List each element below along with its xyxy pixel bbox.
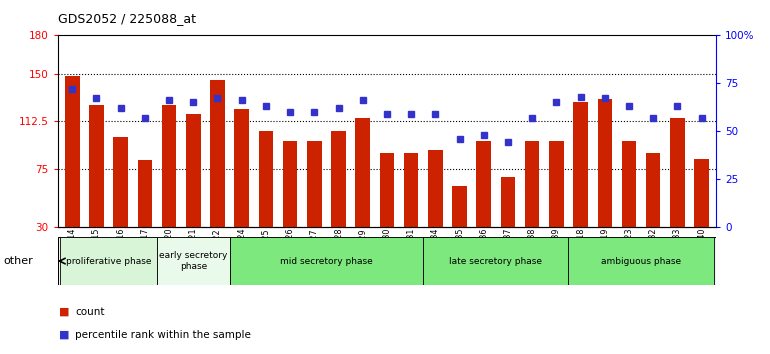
Text: percentile rank within the sample: percentile rank within the sample <box>75 330 251 339</box>
Bar <box>380 153 394 265</box>
FancyBboxPatch shape <box>568 237 714 285</box>
Bar <box>356 118 370 265</box>
FancyBboxPatch shape <box>60 237 157 285</box>
FancyBboxPatch shape <box>424 237 568 285</box>
Bar <box>646 153 661 265</box>
Bar <box>428 150 443 265</box>
Text: ■: ■ <box>59 330 70 339</box>
Bar <box>525 141 540 265</box>
Bar <box>452 186 467 265</box>
FancyBboxPatch shape <box>229 237 424 285</box>
Bar <box>113 137 128 265</box>
Text: mid secretory phase: mid secretory phase <box>280 257 373 266</box>
Bar <box>307 141 322 265</box>
Text: early secretory
phase: early secretory phase <box>159 251 227 271</box>
Bar <box>670 118 685 265</box>
Bar <box>259 131 273 265</box>
Bar <box>65 76 79 265</box>
Bar <box>138 160 152 265</box>
Bar <box>186 114 200 265</box>
Bar <box>404 153 418 265</box>
Bar <box>210 80 225 265</box>
FancyBboxPatch shape <box>58 237 716 285</box>
Bar <box>500 177 515 265</box>
Text: ■: ■ <box>59 307 70 316</box>
Text: other: other <box>4 256 34 266</box>
Text: proliferative phase: proliferative phase <box>65 257 152 266</box>
Bar <box>549 141 564 265</box>
Text: GDS2052 / 225088_at: GDS2052 / 225088_at <box>58 12 196 25</box>
Bar <box>574 102 588 265</box>
Bar <box>162 105 176 265</box>
Bar <box>477 141 491 265</box>
Bar <box>234 109 249 265</box>
Bar <box>695 159 709 265</box>
Text: ambiguous phase: ambiguous phase <box>601 257 681 266</box>
Bar <box>598 99 612 265</box>
Bar <box>283 141 297 265</box>
Text: late secretory phase: late secretory phase <box>450 257 542 266</box>
FancyBboxPatch shape <box>157 237 229 285</box>
Bar <box>331 131 346 265</box>
Bar <box>89 105 104 265</box>
Bar <box>621 141 636 265</box>
Text: count: count <box>75 307 105 316</box>
